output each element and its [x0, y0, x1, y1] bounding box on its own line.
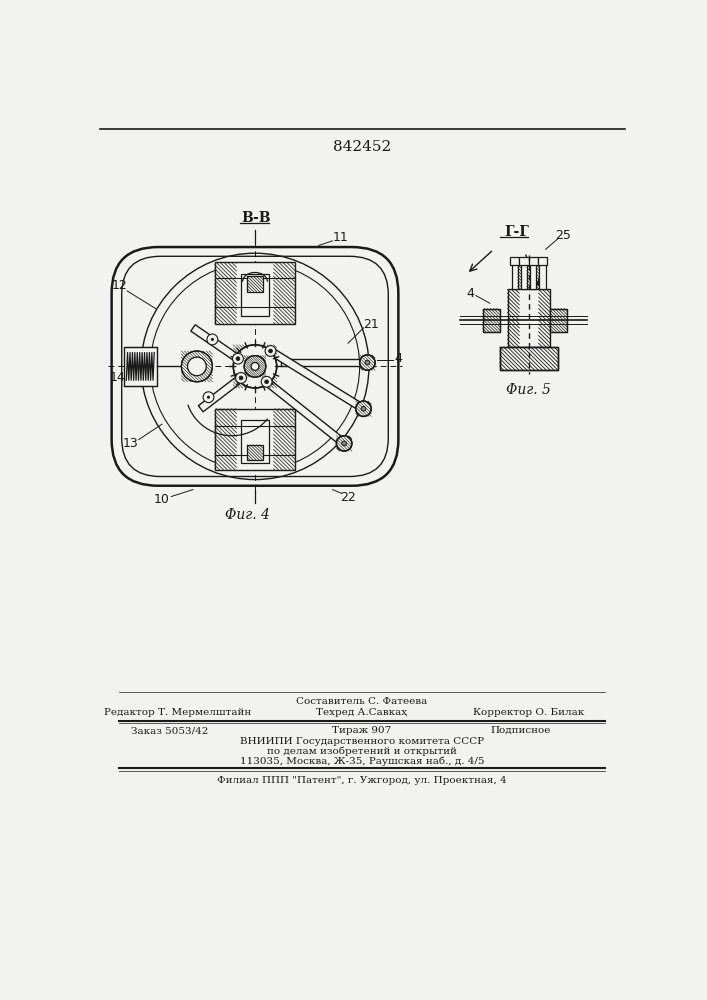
Bar — [512, 259, 518, 289]
Circle shape — [251, 363, 259, 370]
Text: 25: 25 — [556, 229, 571, 242]
Polygon shape — [269, 348, 366, 412]
Circle shape — [234, 346, 276, 387]
Circle shape — [361, 406, 366, 411]
Circle shape — [203, 392, 214, 403]
Polygon shape — [199, 375, 243, 412]
Text: Филиал ППП "Патент", г. Ужгород, ул. Проектная, 4: Филиал ППП "Патент", г. Ужгород, ул. Про… — [217, 776, 507, 785]
Circle shape — [207, 396, 210, 399]
Bar — [550, 309, 567, 332]
Bar — [247, 276, 263, 292]
Text: 4: 4 — [467, 287, 474, 300]
Circle shape — [211, 338, 214, 341]
Circle shape — [236, 357, 240, 361]
Circle shape — [193, 363, 201, 370]
Bar — [241, 274, 269, 316]
Bar — [483, 309, 500, 332]
Bar — [247, 445, 263, 460]
Text: Φиг. 4: Φиг. 4 — [225, 508, 269, 522]
Circle shape — [264, 380, 269, 384]
Text: 21: 21 — [363, 318, 379, 331]
Bar — [215, 262, 296, 324]
Text: 13: 13 — [123, 437, 139, 450]
Text: Заказ 5053/42: Заказ 5053/42 — [131, 726, 209, 735]
Bar — [510, 257, 519, 265]
Bar — [241, 420, 269, 463]
Circle shape — [337, 436, 352, 451]
Text: 12: 12 — [112, 279, 127, 292]
Text: 11: 11 — [332, 231, 348, 244]
Text: Техред А.Савкаҳ: Техред А.Савкаҳ — [317, 708, 407, 717]
Bar — [281, 359, 368, 366]
Text: 4: 4 — [395, 352, 402, 365]
Bar — [500, 347, 558, 370]
Bar — [483, 309, 500, 332]
Text: по делам изобретений и открытий: по делам изобретений и открытий — [267, 747, 457, 756]
Circle shape — [251, 363, 259, 370]
Text: Тираж 907: Тираж 907 — [332, 726, 392, 735]
Text: ВНИИПИ Государственного комитета СССР: ВНИИПИ Государственного комитета СССР — [240, 737, 484, 746]
Bar — [124, 347, 156, 386]
Circle shape — [269, 349, 272, 353]
Bar — [538, 257, 547, 265]
Bar — [215, 409, 296, 470]
Circle shape — [207, 334, 218, 345]
Text: 10: 10 — [154, 493, 170, 506]
Circle shape — [182, 351, 212, 382]
Polygon shape — [264, 379, 346, 446]
Text: 842452: 842452 — [333, 140, 391, 154]
Circle shape — [244, 356, 266, 377]
Circle shape — [365, 360, 370, 365]
Circle shape — [187, 357, 206, 376]
Text: Составитель С. Фатеева: Составитель С. Фатеева — [296, 697, 428, 706]
Text: 14: 14 — [109, 371, 125, 384]
Text: Φиг. 5: Φиг. 5 — [506, 382, 551, 396]
Circle shape — [239, 376, 243, 380]
Circle shape — [265, 346, 276, 356]
Bar — [530, 259, 537, 289]
Bar — [519, 257, 529, 265]
Bar — [550, 309, 567, 332]
Bar — [539, 259, 546, 289]
Text: 22: 22 — [340, 491, 356, 504]
Circle shape — [187, 357, 206, 376]
Text: Редактор Т. Мермелштайн: Редактор Т. Мермелштайн — [104, 708, 251, 717]
Circle shape — [235, 373, 247, 383]
Text: Корректор О. Билак: Корректор О. Билак — [473, 708, 584, 717]
Bar — [521, 259, 527, 289]
Circle shape — [233, 345, 276, 388]
Circle shape — [356, 401, 371, 416]
Circle shape — [261, 376, 272, 387]
Circle shape — [233, 353, 243, 364]
Text: Г-Г: Г-Г — [505, 225, 530, 239]
Text: 113035, Москва, Ж-35, Раушская наб., д. 4/5: 113035, Москва, Ж-35, Раушская наб., д. … — [240, 757, 484, 766]
Bar — [529, 257, 538, 265]
Circle shape — [360, 355, 375, 370]
Polygon shape — [191, 325, 240, 362]
Text: Подписное: Подписное — [491, 726, 551, 735]
Text: B-B: B-B — [241, 211, 271, 225]
Circle shape — [341, 441, 346, 446]
Bar — [508, 289, 550, 347]
Bar — [500, 347, 558, 370]
